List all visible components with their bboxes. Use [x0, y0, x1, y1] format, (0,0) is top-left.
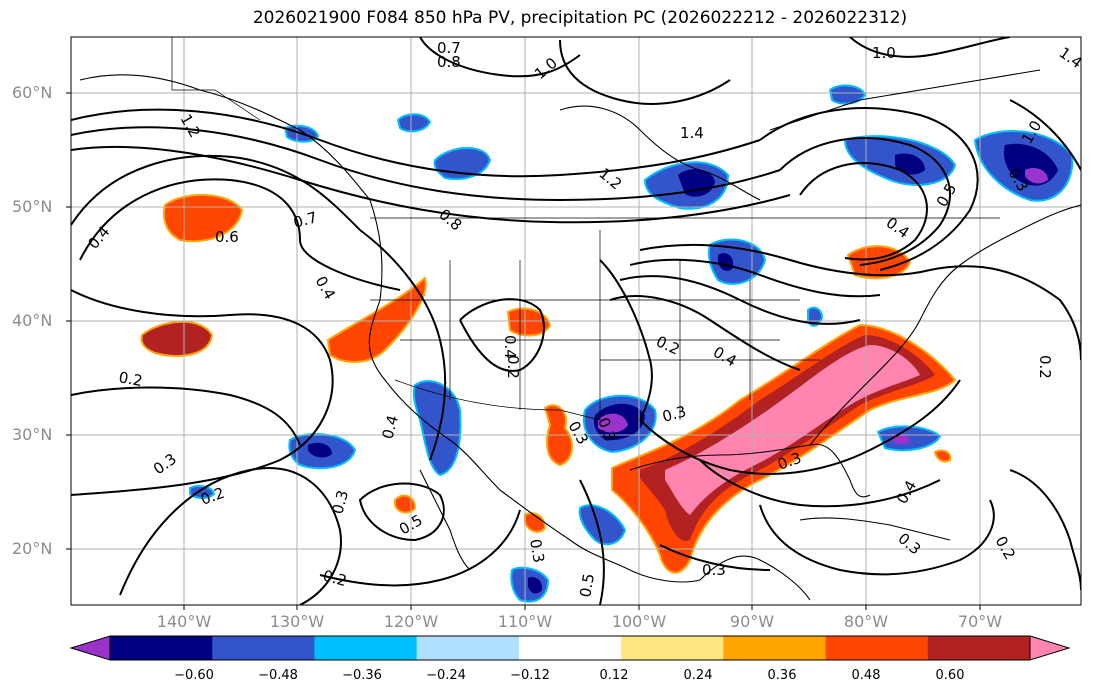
lat-label: 20°N [12, 539, 53, 558]
lon-label: 90°W [729, 612, 775, 631]
contour-label: 0.7 [291, 208, 319, 232]
precip-area-negative-alaska [396, 113, 432, 133]
precip-shading [140, 84, 1074, 603]
map-content: 0.7 0.8 1.0 1.0 1.4 1.4 1.2 1.2 1.0 0.5 … [71, 37, 1081, 605]
map-title: 2026021900 F084 850 hPa PV, precipitatio… [252, 8, 908, 28]
lon-label: 100°W [611, 612, 667, 631]
contour-label: 0.2 [321, 566, 349, 590]
precip-area-negative-pacific-core [308, 442, 332, 458]
colorbar-tick-label: −0.60 [174, 668, 214, 683]
lon-label: 80°W [843, 612, 889, 631]
colorbar-tick-label: 0.36 [767, 668, 797, 683]
colorbar-tick-label: 0.12 [599, 668, 629, 683]
lat-label: 60°N [12, 83, 53, 102]
contour-label: 0.4 [378, 413, 402, 441]
precip-area-pink-southeast [665, 345, 920, 515]
colorbar-tick-label: −0.48 [258, 668, 298, 683]
lat-label: 50°N [12, 197, 53, 216]
lon-label: 140°W [156, 612, 212, 631]
contour-label: 0.5 [576, 572, 598, 599]
contour-label: 0.8 [437, 53, 461, 71]
contour-label: 0.3 [702, 561, 726, 579]
precip-area-negative-pacific-south-core [528, 577, 543, 594]
lat-lon-grid [71, 37, 1081, 605]
precip-area-central [506, 307, 552, 337]
precip-area-mexico-south [524, 512, 547, 533]
precip-area-caribbean [933, 449, 952, 463]
precip-area-pacific-west [140, 320, 214, 357]
precip-area-negative-greenland-west [828, 84, 867, 105]
colorbar-tick-label: −0.36 [342, 668, 382, 683]
precip-area-negative-hawaii-north [189, 485, 216, 500]
colorbar-tick-label: −0.12 [510, 668, 550, 683]
colorbar-tick-label: 0.48 [851, 668, 881, 683]
contour-label: 0.7 [437, 39, 461, 57]
lon-label: 70°W [957, 612, 1003, 631]
lon-label: 120°W [383, 612, 439, 631]
contour-label: 0.3 [526, 538, 548, 565]
contour-label: 0.6 [215, 228, 239, 246]
contour-label: 0.3 [660, 402, 688, 426]
precip-area-negative-southern-plains-peak [598, 413, 628, 433]
lon-label: 110°W [497, 612, 553, 631]
political-borders [171, 37, 1000, 421]
axis-ticks [66, 92, 981, 610]
lat-label: 40°N [12, 311, 53, 330]
colorbar-tick-label: 0.24 [683, 668, 713, 683]
precip-area-negative-southwest [412, 380, 462, 477]
precip-area-negative-mexico [578, 504, 627, 546]
colorbar-tick-label: −0.24 [426, 668, 466, 683]
precip-area-negative-labrador-peak [1025, 168, 1048, 184]
contour-label: 1.0 [872, 44, 896, 62]
pv-contours [71, 37, 1081, 605]
contour-label: 0.2 [1036, 355, 1054, 379]
contour-label: 0.2 [117, 368, 144, 390]
contour-label: 0.3 [328, 488, 352, 516]
precip-area-baja [394, 494, 417, 514]
precip-area-negative-hudson-core [678, 169, 715, 197]
lat-label: 30°N [12, 425, 53, 444]
contour-label: 0.2 [504, 355, 522, 379]
colorbar-tick-label: 0.60 [935, 668, 965, 683]
contour-label: 0.4 [501, 335, 519, 359]
precip-area-negative-quebec-core [895, 153, 925, 175]
lon-label: 130°W [269, 612, 325, 631]
contour-label: 1.4 [680, 124, 704, 142]
